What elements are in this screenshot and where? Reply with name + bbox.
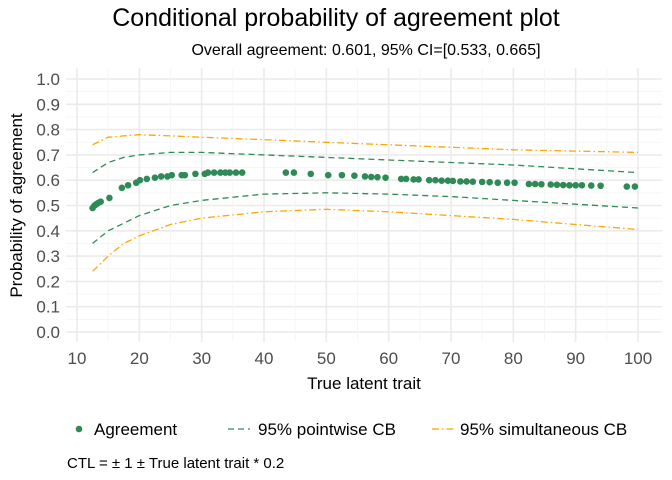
y-tick-label: 0.1 <box>36 298 60 317</box>
agreement-point <box>578 181 586 189</box>
agreement-point <box>374 173 381 181</box>
agreement-point <box>226 169 234 176</box>
chart-caption: CTL = ± 1 ± True latent trait * 0.2 <box>67 455 285 472</box>
x-tick-label: 80 <box>504 349 523 368</box>
simultaneous-band-lower <box>92 208 639 272</box>
pointwise-band-lower <box>92 192 639 244</box>
legend-simultaneous-label: 95% simultaneous CB <box>460 420 627 439</box>
agreement-point <box>553 181 561 189</box>
chart-title: Conditional probability of agreement plo… <box>112 4 560 32</box>
agreement-point <box>425 176 433 184</box>
x-tick-label: 70 <box>442 349 461 368</box>
x-tick-label: 90 <box>566 349 585 368</box>
agreement-point <box>438 177 445 185</box>
pointwise-band-upper <box>92 151 639 174</box>
y-tick-label: 0.5 <box>36 197 60 216</box>
y-tick-label: 0.9 <box>36 95 60 114</box>
agreement-point <box>503 179 511 187</box>
x-tick-label: 60 <box>379 349 398 368</box>
agreement-point <box>511 179 518 187</box>
agreement-point <box>181 171 189 179</box>
agreement-point <box>338 171 346 179</box>
agreement-point <box>597 182 604 190</box>
x-axis-label: True latent trait <box>307 374 421 393</box>
agreement-point <box>367 173 375 181</box>
simultaneous-band-upper <box>92 134 639 154</box>
legend-agreement-key <box>75 425 83 433</box>
y-tick-label: 0.4 <box>36 222 60 241</box>
agreement-point <box>623 183 631 190</box>
agreement-point <box>469 178 477 186</box>
x-tick-label: 50 <box>317 349 336 368</box>
agreement-point <box>486 178 493 186</box>
agreement-point <box>168 171 176 179</box>
y-tick-label: 0.2 <box>36 272 60 291</box>
legend-agreement-label: Agreement <box>94 420 177 439</box>
x-tick-label: 10 <box>68 349 87 368</box>
agreement-point <box>361 173 369 180</box>
agreement-point <box>106 194 113 202</box>
agreement-point <box>382 174 389 181</box>
agreement-point <box>547 181 555 188</box>
agreement-point <box>151 174 159 181</box>
agreement-point <box>478 178 486 186</box>
agreement-point <box>531 180 539 188</box>
x-tick-label: 30 <box>192 349 211 368</box>
agreement-point <box>307 170 315 178</box>
y-tick-label: 0.7 <box>36 146 60 165</box>
agreement-point <box>402 175 410 183</box>
agreement-point <box>538 180 545 188</box>
y-tick-label: 0.8 <box>36 121 60 140</box>
agreement-point <box>238 169 246 176</box>
agreement-point <box>410 176 417 183</box>
agreement-point <box>290 169 298 176</box>
y-tick-label: 1.0 <box>36 70 60 89</box>
chart-subtitle: Overall agreement: 0.601, 95% CI=[0.533,… <box>191 42 541 59</box>
y-tick-label: 0.6 <box>36 171 60 190</box>
agreement-point <box>572 181 579 189</box>
agreement-point <box>444 177 452 185</box>
agreement-point <box>559 181 567 189</box>
agreement-point <box>210 169 218 176</box>
agreement-point <box>457 178 464 185</box>
agreement-point <box>232 169 240 176</box>
agreement-point <box>432 176 439 184</box>
agreement-point <box>143 175 151 183</box>
agreement-point <box>525 180 533 188</box>
agreement-point <box>351 172 358 179</box>
x-tick-label: 100 <box>624 349 652 368</box>
agreement-point <box>566 181 573 189</box>
agreement-point <box>204 169 212 176</box>
agreement-point <box>136 176 144 184</box>
agreement-point <box>97 198 104 206</box>
agreement-point <box>397 175 405 183</box>
agreement-point <box>217 169 224 176</box>
agreement-point <box>282 169 290 176</box>
agreement-point <box>631 183 639 190</box>
agreement-point <box>118 184 126 192</box>
agreement-point <box>463 178 470 185</box>
agreement-point <box>449 177 457 185</box>
agreement-point <box>415 176 422 183</box>
agreement-point <box>587 182 595 189</box>
agreement-point <box>157 173 165 180</box>
agreement-point <box>124 181 132 189</box>
y-axis-label: Probability of agreement <box>7 113 26 298</box>
agreement-point <box>324 171 332 179</box>
x-tick-label: 20 <box>130 349 149 368</box>
y-tick-label: 0.3 <box>36 247 60 266</box>
y-tick-label: 0.0 <box>36 323 60 342</box>
x-tick-label: 40 <box>255 349 274 368</box>
agreement-point <box>494 179 502 187</box>
legend-pointwise-label: 95% pointwise CB <box>258 420 396 439</box>
agreement-point <box>192 170 199 178</box>
